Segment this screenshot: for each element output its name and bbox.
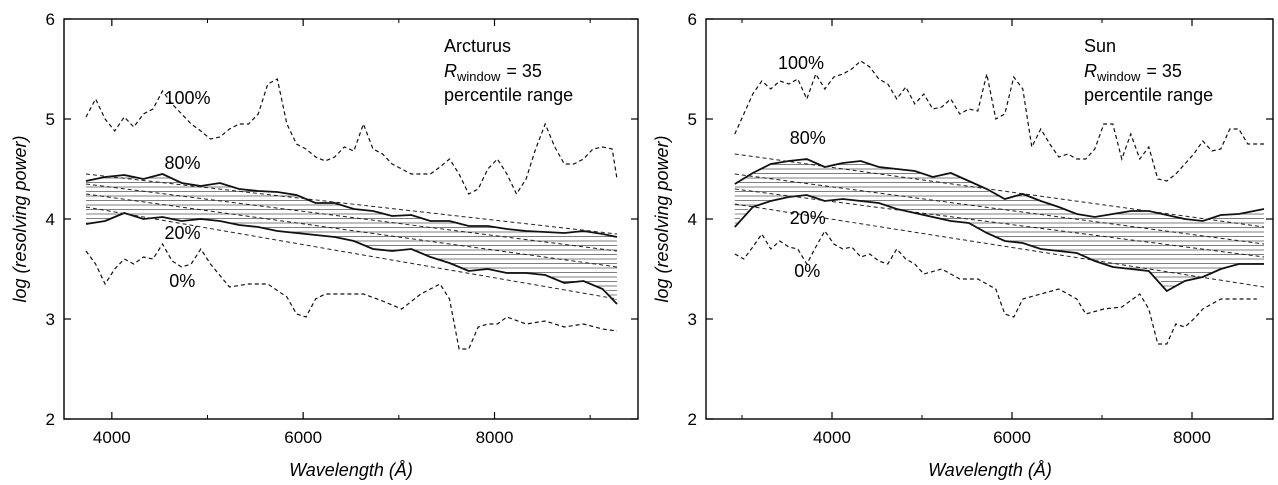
x-tick-label: 8000 [476, 428, 514, 447]
fit-line [85, 173, 618, 235]
hatched-band [734, 159, 1264, 287]
ticks-layer: 4000 6000 8000 2 3 4 5 6 [688, 10, 1273, 447]
x-tick-label: 6000 [284, 428, 322, 447]
percentile-labels: 100% 80% 20% 0% [778, 53, 826, 281]
y-tick-label: 5 [46, 110, 55, 129]
fit-line [85, 193, 618, 268]
series-line-100pct [734, 60, 1264, 182]
series-line-0pct [734, 229, 1257, 345]
series-line-80pct [85, 173, 618, 238]
x-tick-label: 6000 [993, 428, 1031, 447]
r-value: = 35 [506, 61, 542, 81]
r-symbol: R [444, 61, 457, 81]
y-tick-label: 3 [688, 310, 697, 329]
y-tick-label: 2 [688, 410, 697, 429]
x-axis-label: Wavelength (Å) [928, 460, 1052, 480]
y-axis-label: log (resolving power) [10, 135, 30, 302]
fit-line [734, 188, 1265, 258]
percentile-label: 0% [169, 271, 195, 291]
r-value: = 35 [1146, 61, 1182, 81]
y-tick-label: 4 [688, 210, 697, 229]
chart-panel-arcturus: 4000 6000 8000 2 3 4 5 6 100% 80% 20% 0% Wavelengt… [10, 10, 639, 480]
r-window-annotation: Rwindow = 35 [1084, 61, 1182, 84]
r-subscript: window [1096, 69, 1141, 84]
y-tick-label: 6 [688, 10, 697, 29]
fit-line [734, 153, 1265, 228]
chart-panel-sun: 4000 6000 8000 2 3 4 5 6 100% 80% 20% 0% Wavelengt… [652, 10, 1274, 480]
fit-line [85, 206, 618, 300]
y-tick-label: 4 [46, 210, 55, 229]
fit-line [85, 183, 618, 252]
x-tick-label: 8000 [1173, 428, 1211, 447]
percentile-label: 80% [164, 153, 200, 173]
star-name: Sun [1084, 36, 1116, 56]
percentile-label: 20% [164, 223, 200, 243]
x-tick-label: 4000 [813, 428, 851, 447]
percentile-range-text: percentile range [444, 85, 573, 105]
y-tick-label: 5 [688, 110, 697, 129]
percentile-labels: 100% 80% 20% 0% [164, 88, 210, 291]
x-tick-label: 4000 [93, 428, 131, 447]
hatched-band [86, 177, 617, 300]
series-line-0pct [85, 242, 618, 350]
y-axis-label: log (resolving power) [652, 135, 672, 302]
r-window-annotation: Rwindow = 35 [444, 61, 542, 84]
series-line-20pct [85, 212, 618, 305]
y-tick-label: 3 [46, 310, 55, 329]
x-axis-label: Wavelength (Å) [289, 460, 413, 480]
r-subscript: window [456, 69, 501, 84]
fit-line [734, 173, 1265, 245]
y-tick-label: 6 [46, 10, 55, 29]
y-tick-label: 2 [46, 410, 55, 429]
percentile-range-text: percentile range [1084, 85, 1213, 105]
star-name: Arcturus [444, 36, 511, 56]
percentile-label: 100% [778, 53, 824, 73]
series-line-100pct [85, 78, 618, 196]
series-layer [734, 60, 1265, 345]
percentile-label: 80% [790, 128, 826, 148]
fit-line [734, 203, 1265, 288]
percentile-label: 100% [164, 88, 210, 108]
series-layer [85, 78, 618, 350]
ticks-layer: 4000 6000 8000 2 3 4 5 6 [46, 10, 638, 447]
r-symbol: R [1084, 61, 1097, 81]
percentile-label: 20% [790, 208, 826, 228]
percentile-label: 0% [794, 261, 820, 281]
